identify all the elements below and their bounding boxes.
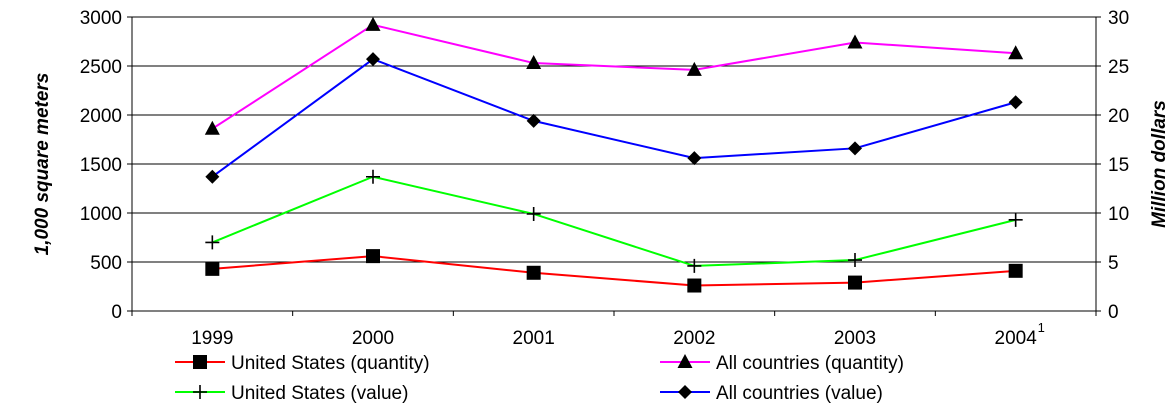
x-tick-label: 2004 xyxy=(995,328,1038,349)
y-left-tick-label: 500 xyxy=(90,253,122,274)
data-point-plus xyxy=(193,385,207,399)
y-right-tick-label: 20 xyxy=(1108,106,1129,127)
x-tick-label: 2003 xyxy=(834,328,876,349)
legend-item: All countries (quantity) xyxy=(660,353,904,374)
legend-label: United States (quantity) xyxy=(231,353,430,374)
legend-item: United States (value) xyxy=(175,383,408,404)
data-point-plus xyxy=(1008,212,1023,227)
data-point-plus xyxy=(205,235,220,250)
legend-label: All countries (quantity) xyxy=(716,353,904,374)
y-left-tick-label: 1500 xyxy=(80,155,122,176)
data-point-triangle xyxy=(847,34,863,49)
series-group xyxy=(205,169,1023,273)
data-point-triangle xyxy=(686,61,702,76)
data-point-triangle xyxy=(204,120,220,135)
x-tick-footnote: 1 xyxy=(1038,320,1045,335)
data-point-square xyxy=(193,355,207,369)
data-point-square xyxy=(687,278,702,293)
x-tick-label: 2000 xyxy=(352,328,394,349)
y-right-tick-label: 5 xyxy=(1108,253,1119,274)
legend-label: United States (value) xyxy=(231,383,408,404)
data-point-plus xyxy=(848,253,862,268)
legend-item: All countries (value) xyxy=(660,383,883,404)
data-point-diamond xyxy=(848,141,862,156)
data-point-plus xyxy=(687,258,702,273)
data-point-diamond xyxy=(366,52,380,67)
data-point-diamond xyxy=(1008,95,1023,110)
data-point-square xyxy=(848,275,862,290)
y-axis-left-title: 1,000 square meters xyxy=(32,73,53,256)
y-right-tick-label: 0 xyxy=(1108,302,1119,323)
x-tick-label: 2002 xyxy=(673,328,715,349)
data-point-plus xyxy=(366,169,380,184)
data-point-triangle xyxy=(1008,45,1024,60)
y-left-tick-label: 2000 xyxy=(80,106,122,127)
series-group xyxy=(204,16,1024,135)
data-point-diamond xyxy=(526,113,541,128)
legend-label: All countries (value) xyxy=(716,383,883,404)
y-right-tick-label: 25 xyxy=(1108,57,1129,78)
y-left-tick-label: 0 xyxy=(111,302,122,323)
data-point-diamond xyxy=(205,169,220,184)
y-right-tick-label: 30 xyxy=(1108,8,1129,29)
x-tick-label: 1999 xyxy=(191,328,233,349)
y-axis-right-title: Million dollars xyxy=(1149,100,1170,228)
data-point-triangle xyxy=(526,55,542,70)
y-right-tick-label: 10 xyxy=(1108,204,1129,225)
data-point-square xyxy=(526,265,541,280)
data-point-square xyxy=(1008,263,1023,278)
data-point-square xyxy=(205,261,220,276)
series-line xyxy=(211,175,1016,267)
y-left-tick-label: 1000 xyxy=(80,204,122,225)
data-point-diamond xyxy=(687,151,702,166)
data-point-triangle xyxy=(677,354,693,368)
data-point-diamond xyxy=(678,385,692,399)
series-line xyxy=(211,23,1016,130)
series-group xyxy=(205,249,1023,293)
series-group xyxy=(205,52,1023,184)
data-point-triangle xyxy=(365,16,381,31)
data-point-square xyxy=(366,249,380,264)
y-right-tick-label: 15 xyxy=(1108,155,1129,176)
series-line xyxy=(211,58,1016,178)
data-point-plus xyxy=(526,206,541,221)
y-left-tick-label: 3000 xyxy=(80,8,122,29)
y-left-tick-label: 2500 xyxy=(80,57,122,78)
x-tick-label: 2001 xyxy=(513,328,555,349)
series-line xyxy=(212,255,1016,287)
legend-item: United States (quantity) xyxy=(175,353,430,374)
